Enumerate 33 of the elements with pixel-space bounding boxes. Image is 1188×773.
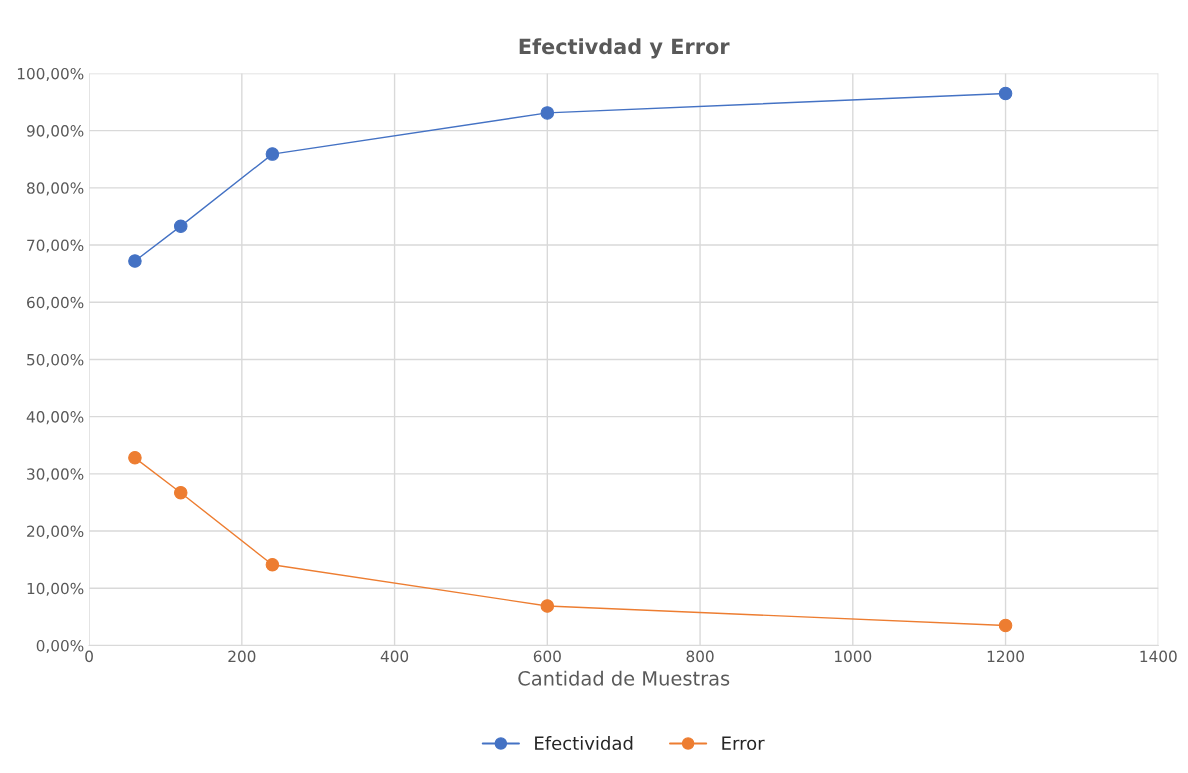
y-tick-label: 60,00% <box>27 296 84 310</box>
point <box>128 451 142 465</box>
x-tick-label: 0 <box>85 650 93 663</box>
point <box>998 86 1013 101</box>
x-tick-label: 1000 <box>835 650 872 663</box>
x-tick-label: 1200 <box>987 650 1024 663</box>
x-tick-label: 800 <box>686 650 714 663</box>
y-tick-label: 40,00% <box>26 411 84 425</box>
y-tick-label: 20,00% <box>27 525 84 539</box>
point <box>540 106 555 120</box>
point <box>128 254 142 268</box>
y-tick-label: 0,00% <box>36 639 84 654</box>
y-tick-label: 70,00% <box>27 239 84 253</box>
legend-label: Efectividad <box>535 736 633 751</box>
x-axis-title: Cantidad de Muestras <box>518 670 730 686</box>
chart-title: Efectivdad y Error <box>519 38 730 59</box>
legend-label: Error <box>722 736 765 751</box>
point <box>173 219 188 233</box>
point <box>173 485 188 500</box>
point <box>265 558 280 572</box>
y-tick-label: 100,00% <box>17 67 84 82</box>
y-tick-label: 80,00% <box>27 182 84 196</box>
y-tick-label: 90,00% <box>26 125 84 139</box>
x-tick-label: 1400 <box>1140 650 1177 663</box>
y-tick-label: 50,00% <box>27 353 84 368</box>
point <box>998 618 1013 633</box>
x-tick-label: 400 <box>380 650 409 663</box>
y-tick-label: 30,00% <box>27 468 84 482</box>
x-tick-label: 600 <box>533 650 561 663</box>
point <box>540 599 555 613</box>
point <box>265 147 280 161</box>
y-tick-label: 10,00% <box>27 582 84 596</box>
x-tick-label: 200 <box>228 650 256 663</box>
